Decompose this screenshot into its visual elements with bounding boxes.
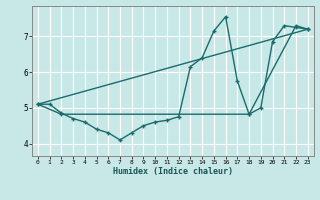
X-axis label: Humidex (Indice chaleur): Humidex (Indice chaleur) [113, 167, 233, 176]
